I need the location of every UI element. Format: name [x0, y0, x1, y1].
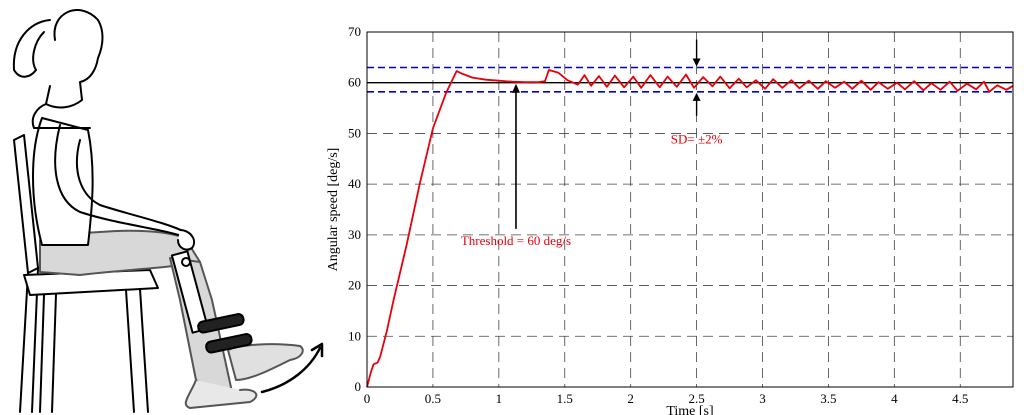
y-tick-label: 50 [348, 125, 361, 140]
grid [367, 32, 1013, 387]
x-axis-label: Time [s] [666, 404, 713, 415]
threshold-arrowhead [511, 83, 520, 93]
sd-upper-arrowhead [692, 58, 701, 67]
tick-labels: 0 0.5 1 1.5 2 2.5 3 3.5 4 4.5 0 10 20 30 40 50 60 70 [348, 24, 968, 406]
angular-speed-chart: 0 0.5 1 1.5 2 2.5 3 3.5 4 4.5 0 10 20 30 40 50 60 70 Thre… [326, 24, 1014, 415]
series-line [366, 69, 1014, 388]
x-tick-label: 4.5 [952, 391, 968, 406]
y-tick-label: 60 [348, 75, 361, 90]
sd-lower-arrowhead [692, 92, 701, 101]
x-tick-label: 0 [364, 391, 371, 406]
x-tick-label: 2 [627, 391, 634, 406]
threshold-annotation: Threshold = 60 deg/s [461, 233, 571, 248]
plot-frame [366, 31, 1014, 388]
y-tick-label: 40 [348, 176, 361, 191]
series-layer [366, 69, 1014, 388]
x-tick-label: 4 [891, 391, 898, 406]
x-tick-label: 1 [496, 391, 503, 406]
sd-annotation: SD= ±2% [671, 132, 723, 147]
x-tick-label: 0.5 [425, 391, 441, 406]
y-tick-label: 20 [348, 278, 361, 293]
seated-woman-knee-extension-icon [12, 9, 324, 413]
y-tick-label: 0 [355, 379, 362, 394]
y-tick-label: 10 [348, 328, 361, 343]
x-tick-label: 2.5 [688, 391, 704, 406]
x-tick-label: 1.5 [557, 391, 573, 406]
y-axis-label: Angular speed [deg/s] [326, 148, 341, 272]
y-tick-label: 70 [348, 24, 361, 39]
annotations: Threshold = 60 deg/s SD= ±2% [461, 39, 723, 248]
y-tick-label: 30 [348, 227, 361, 242]
x-tick-label: 3.5 [820, 391, 836, 406]
x-tick-label: 3 [759, 391, 766, 406]
